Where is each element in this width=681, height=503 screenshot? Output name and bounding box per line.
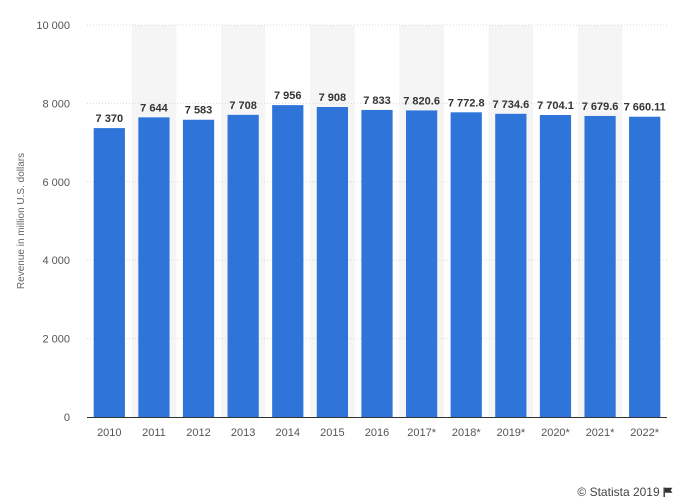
- bar[interactable]: [584, 115, 616, 417]
- x-tick-label: 2015: [320, 427, 344, 439]
- y-tick-label: 0: [64, 412, 70, 424]
- y-axis-label: Revenue in million U.S. dollars: [16, 153, 27, 289]
- y-tick-label: 10 000: [36, 20, 70, 32]
- data-label: 7 734.6: [492, 99, 529, 111]
- data-label: 7 583: [185, 105, 213, 117]
- bar[interactable]: [361, 109, 393, 417]
- x-tick-label: 2017*: [407, 427, 436, 439]
- y-tick-label: 8 000: [42, 98, 70, 110]
- x-tick-label: 2018*: [452, 427, 481, 439]
- statista-credit[interactable]: © Statista 2019: [577, 485, 673, 499]
- bar[interactable]: [316, 107, 348, 417]
- x-tick-label: 2020*: [541, 427, 570, 439]
- y-tick-label: 6 000: [42, 177, 70, 189]
- bar[interactable]: [629, 116, 661, 417]
- x-tick-label: 2019*: [496, 427, 525, 439]
- data-label: 7 820.6: [403, 95, 440, 107]
- x-tick-label: 2013: [231, 427, 255, 439]
- flag-icon: [663, 487, 673, 497]
- data-label: 7 956: [274, 90, 302, 102]
- data-label: 7 772.8: [448, 97, 485, 109]
- data-label: 7 833: [363, 95, 391, 107]
- bar[interactable]: [406, 110, 438, 417]
- x-tick-label: 2011: [142, 427, 166, 439]
- y-tick-label: 4 000: [42, 255, 70, 267]
- bar[interactable]: [138, 117, 170, 418]
- y-tick-labels: 0 2 000 4 000 6 000 8 000 10 000: [36, 20, 70, 424]
- bar[interactable]: [495, 113, 527, 417]
- bar[interactable]: [450, 112, 482, 417]
- x-tick-labels: 2010 2011 2012 2013 2014 2015 2016 2017* 2018* 20…: [97, 427, 660, 439]
- data-label: 7 660.11: [624, 102, 666, 114]
- bar[interactable]: [272, 105, 304, 417]
- bar[interactable]: [227, 114, 259, 417]
- credit-text: © Statista 2019: [577, 485, 660, 499]
- bar[interactable]: [539, 114, 572, 418]
- data-label: 7 704.1: [537, 100, 574, 112]
- bar[interactable]: [182, 119, 215, 417]
- x-tick-label: 2014: [276, 427, 300, 439]
- x-tick-label: 2022*: [630, 427, 659, 439]
- bar[interactable]: [93, 128, 125, 417]
- data-label: 7 679.6: [582, 101, 619, 113]
- x-tick-label: 2012: [186, 427, 210, 439]
- y-tick-label: 2 000: [42, 334, 70, 346]
- data-label: 7 708: [229, 100, 257, 112]
- data-label: 7 370: [96, 113, 124, 125]
- data-label: 7 644: [140, 102, 168, 114]
- x-tick-label: 2021*: [586, 427, 615, 439]
- bars: [93, 105, 661, 418]
- data-label: 7 908: [319, 92, 347, 104]
- x-tick-label: 2010: [97, 427, 121, 439]
- data-labels: 7 370 7 644 7 583 7 708 7 956 7 908 7 833 7 820…: [96, 90, 666, 125]
- x-tick-label: 2016: [365, 427, 389, 439]
